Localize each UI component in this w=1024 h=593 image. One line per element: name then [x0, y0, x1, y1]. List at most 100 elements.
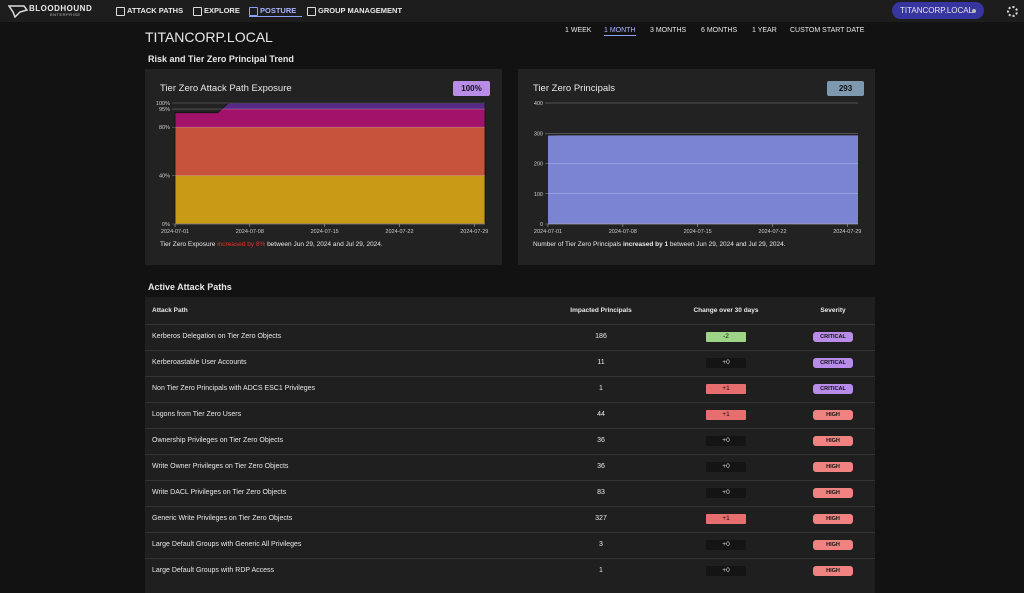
column-header: Change over 30 days	[693, 307, 759, 314]
brand: BLOODHOUND	[29, 4, 93, 13]
change-chip: +0	[706, 566, 746, 576]
severity-chip: HIGH	[813, 514, 853, 524]
section-heading: Risk and Tier Zero Principal Trend	[148, 54, 294, 64]
y-tick-label: 400	[534, 101, 543, 107]
logo-shape	[8, 5, 28, 18]
attack-path-name: Write DACL Privileges on Tier Zero Objec…	[152, 489, 287, 496]
x-tick-label: 2024-07-22	[385, 229, 413, 235]
nav-item[interactable]: ATTACK PATHS	[127, 6, 184, 15]
summary-part: Number of Tier Zero Principals	[533, 241, 623, 248]
section-heading: Active Attack Paths	[148, 282, 232, 292]
domain-pill[interactable]: TITANCORP.LOCAL	[892, 2, 984, 19]
chart-card: Tier Zero Attack Path Exposure 100% 0% 40% 8…	[145, 69, 502, 265]
range-button[interactable]: 6 MONTHS	[701, 27, 738, 34]
nav-item[interactable]: GROUP MANAGEMENT	[318, 6, 403, 15]
band	[175, 175, 485, 224]
row-divider	[145, 454, 875, 455]
table-row[interactable]: Large Default Groups with RDP Access 1 +0 H…	[145, 559, 875, 584]
chart-badge: 100%	[453, 81, 490, 96]
severity-chip: CRITICAL	[813, 332, 853, 342]
change-chip: +1	[706, 514, 746, 524]
x-tick-label: 2024-07-01	[534, 229, 562, 235]
row-divider	[145, 506, 875, 507]
change-chip: +0	[706, 358, 746, 368]
severity-chip: HIGH	[813, 410, 853, 420]
nav-item[interactable]: POSTURE	[260, 6, 297, 15]
attack-path-name: Write Owner Privileges on Tier Zero Obje…	[152, 463, 289, 470]
chart-title: Tier Zero Attack Path Exposure	[160, 83, 292, 94]
summary-part: Tier Zero Exposure	[160, 241, 218, 248]
band	[175, 103, 485, 110]
row-divider	[145, 324, 875, 325]
summary-part: increased by 1	[622, 241, 669, 248]
y-tick-label: 300	[534, 131, 543, 137]
table-row[interactable]: Large Default Groups with Generic All Pr…	[145, 533, 875, 558]
x-tick-label: 2024-07-15	[311, 229, 339, 235]
range-button[interactable]: 1 WEEK	[565, 27, 592, 34]
change-chip: +1	[706, 384, 746, 394]
band	[175, 109, 485, 128]
brand-sub: ENTERPRISE	[50, 12, 81, 17]
attack-path-name: Ownership Privileges on Tier Zero Object…	[152, 437, 284, 444]
nav-icon	[193, 7, 202, 16]
y-tick-label: 100%	[156, 101, 170, 107]
row-divider	[145, 532, 875, 533]
table-row[interactable]: Logons from Tier Zero Users 44 +1 HIGH	[145, 403, 875, 428]
change-chip: +0	[706, 540, 746, 550]
chart-plot: 0 100 200 300 400 2024-07-01 2024-07-08 2024-07…	[534, 101, 862, 235]
attack-path-name: Logons from Tier Zero Users	[152, 411, 242, 418]
row-divider	[145, 480, 875, 481]
page-title: TITANCORP.LOCAL	[145, 29, 273, 45]
attack-path-name: Kerberos Delegation on Tier Zero Objects	[152, 333, 282, 340]
severity-chip: HIGH	[813, 488, 853, 498]
impacted-count: 327	[595, 515, 607, 522]
x-tick-label: 2024-07-08	[236, 229, 264, 235]
table-row[interactable]: Ownership Privileges on Tier Zero Object…	[145, 429, 875, 454]
row-divider	[145, 428, 875, 429]
nav-icon	[249, 7, 258, 16]
y-tick-label: 200	[534, 162, 543, 168]
impacted-count: 11	[597, 359, 605, 366]
table-row[interactable]: Write DACL Privileges on Tier Zero Objec…	[145, 481, 875, 506]
range-button[interactable]: 3 MONTHS	[650, 27, 687, 34]
settings-icon[interactable]	[1007, 6, 1018, 17]
chart-plot: 0% 40% 80% 95%100% 2024-07-01 2024-07-08 2024-…	[156, 101, 488, 235]
impacted-count: 1	[599, 567, 603, 574]
row-divider	[145, 350, 875, 351]
change-chip: +0	[706, 488, 746, 498]
range-button[interactable]: 1 YEAR	[752, 27, 777, 34]
table-row[interactable]: Kerberos Delegation on Tier Zero Objects…	[145, 325, 875, 350]
summary-part: increased by 8%	[217, 241, 266, 248]
x-tick-label: 2024-07-08	[609, 229, 637, 235]
impacted-count: 3	[599, 541, 603, 548]
chart-card: Tier Zero Principals 293 0 100 200 300 400 2024…	[518, 69, 875, 265]
table-row[interactable]: Generic Write Privileges on Tier Zero Ob…	[145, 507, 875, 532]
x-tick-label: 2024-07-29	[460, 229, 488, 235]
severity-chip: HIGH	[813, 462, 853, 472]
range-button[interactable]: 1 MONTH	[604, 27, 636, 36]
table-row[interactable]: Non Tier Zero Principals with ADCS ESC1 …	[145, 377, 875, 402]
nav-item[interactable]: EXPLORE	[204, 6, 240, 15]
impacted-count: 83	[597, 489, 605, 496]
table-row[interactable]: Write Owner Privileges on Tier Zero Obje…	[145, 455, 875, 480]
table-row[interactable]: Kerberoastable User Accounts 11 +0 CRITICAL	[145, 351, 875, 376]
row-divider	[145, 558, 875, 559]
area	[548, 135, 858, 224]
x-tick-label: 2024-07-29	[833, 229, 861, 235]
impacted-count: 186	[595, 333, 607, 340]
y-tick-label: 0%	[162, 222, 170, 228]
summary-part: between Jun 29, 2024 and Jul 29, 2024.	[265, 241, 383, 248]
attack-path-name: Large Default Groups with Generic All Pr…	[152, 541, 302, 548]
attack-path-name: Generic Write Privileges on Tier Zero Ob…	[152, 515, 293, 522]
y-tick-label: 100	[534, 192, 543, 198]
chart-summary: Tier Zero Exposure increased by 8% betwe…	[160, 241, 383, 248]
range-button[interactable]: CUSTOM START DATE	[790, 27, 865, 34]
change-chip: +0	[706, 462, 746, 472]
band	[175, 127, 485, 176]
nav-icon	[116, 7, 125, 16]
impacted-count: 1	[599, 385, 603, 392]
severity-chip: CRITICAL	[813, 358, 853, 368]
nav-active-underline	[249, 16, 302, 17]
change-chip: +1	[706, 410, 746, 420]
